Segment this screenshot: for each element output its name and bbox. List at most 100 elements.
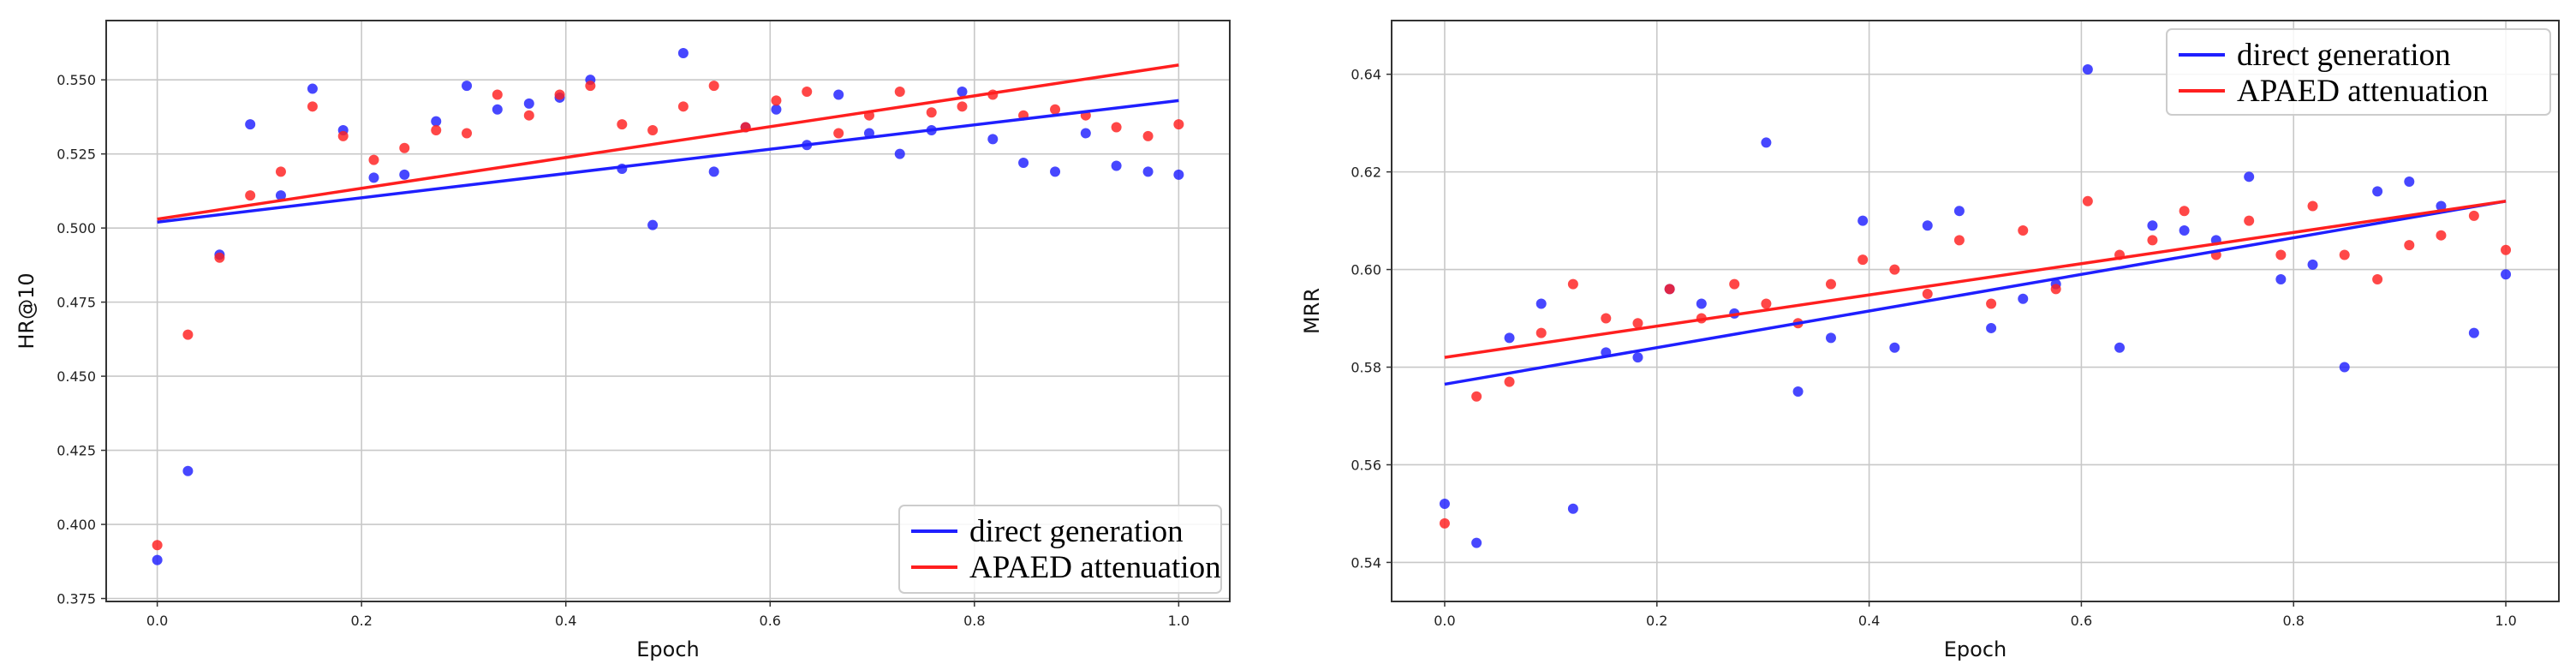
point-direct-generation [1761,137,1772,148]
point-apaed-attenuation [2147,235,2158,246]
y-tick-label: 0.525 [57,147,96,163]
point-direct-generation [399,169,410,180]
point-apaed-attenuation [1632,318,1643,329]
x-tick-label: 0.0 [146,613,168,629]
legend-label-apaed-attenuation: APAED attenuation [969,550,1221,585]
x-tick-label: 0.2 [350,613,372,629]
x-tick-label: 1.0 [1168,613,1190,629]
point-apaed-attenuation [894,87,905,98]
point-apaed-attenuation [307,101,318,112]
point-direct-generation [492,104,503,115]
point-apaed-attenuation [1922,289,1933,300]
point-direct-generation [2307,259,2318,270]
point-direct-generation [1504,332,1515,344]
point-apaed-attenuation [926,107,937,118]
point-direct-generation [1050,166,1061,177]
trend-line-direct-generation [1444,200,2507,386]
y-tick-label: 0.400 [57,517,96,533]
x-tick-label: 0.4 [1858,613,1880,629]
chart-hr10: 0.0 0.2 0.4 0.6 0.8 1.0 0.375 0.400 0.425 0.450 0.… [15,20,1231,661]
trend-line-direct-generation [157,99,1179,224]
point-apaed-attenuation [1567,278,1578,290]
point-direct-generation [957,87,968,98]
point-apaed-attenuation [833,128,844,139]
y-axis-label-mrr: MRR [1300,288,1324,334]
point-direct-generation [2082,63,2093,75]
point-direct-generation [647,219,659,230]
point-apaed-attenuation [1825,278,1836,290]
point-apaed-attenuation [802,87,813,98]
point-apaed-attenuation [1761,298,1772,309]
plot-frame-hr10 [105,20,1231,602]
y-tick-label: 0.475 [57,295,96,311]
point-direct-generation [2244,171,2255,182]
point-direct-generation [182,465,194,476]
point-direct-generation [1439,499,1450,510]
y-tick-label: 0.425 [57,443,96,459]
y-tick-label: 0.64 [1351,67,1381,83]
point-direct-generation [1080,128,1091,139]
point-direct-generation [275,190,286,201]
point-direct-generation [245,119,256,130]
point-apaed-attenuation [245,190,256,201]
legend-label-apaed-attenuation: APAED attenuation [2237,74,2489,109]
point-direct-generation [1696,298,1707,309]
point-apaed-attenuation [1535,327,1547,338]
y-tick-label: 0.62 [1351,165,1381,181]
point-direct-generation [1986,322,1997,333]
legend-label-direct-generation: direct generation [2237,38,2451,73]
point-apaed-attenuation [152,540,163,551]
point-direct-generation [1922,220,1933,231]
point-direct-generation [307,83,318,94]
point-apaed-attenuation [2372,273,2383,284]
x-tick-label: 0.4 [555,613,576,629]
point-apaed-attenuation [1729,278,1740,290]
legend-label-direct-generation: direct generation [969,514,1184,549]
point-apaed-attenuation [523,110,534,121]
point-direct-generation [2114,342,2126,353]
legend-mrr: direct generation APAED attenuation [2166,28,2551,116]
point-apaed-attenuation [1173,119,1184,130]
point-apaed-attenuation [1664,284,1675,295]
point-direct-generation [1173,169,1184,180]
point-direct-generation [833,89,844,100]
point-direct-generation [1111,160,1122,171]
y-tick-label: 0.56 [1351,457,1381,473]
point-direct-generation [1792,386,1804,398]
plot-frame-mrr [1391,20,2560,602]
x-tick-label: 1.0 [2495,613,2516,629]
x-tick-label: 0.8 [963,613,985,629]
point-apaed-attenuation [337,130,349,141]
point-apaed-attenuation [462,128,473,139]
point-apaed-attenuation [1439,517,1450,529]
point-apaed-attenuation [677,101,689,112]
point-apaed-attenuation [2244,215,2255,226]
point-apaed-attenuation [1504,376,1515,387]
point-apaed-attenuation [399,142,410,153]
point-apaed-attenuation [1601,313,1612,324]
x-tick-label: 0.6 [760,613,781,629]
point-apaed-attenuation [368,154,379,165]
point-apaed-attenuation [1142,130,1154,141]
point-direct-generation [987,134,999,145]
point-direct-generation [1857,215,1869,226]
point-direct-generation [2436,200,2447,212]
point-direct-generation [152,554,163,565]
point-apaed-attenuation [617,119,628,130]
point-direct-generation [1535,298,1547,309]
point-direct-generation [708,166,719,177]
point-direct-generation [1632,352,1643,363]
trend-line-apaed-attenuation [157,63,1179,221]
point-apaed-attenuation [554,89,565,100]
point-apaed-attenuation [957,101,968,112]
point-apaed-attenuation [182,329,194,340]
point-apaed-attenuation [1111,122,1122,133]
point-direct-generation [2179,224,2190,236]
y-axis-label-hr10: HR@10 [15,272,39,349]
point-direct-generation [2372,186,2383,197]
x-axis-label-mrr: Epoch [1944,637,2007,661]
point-apaed-attenuation [1889,264,1900,275]
point-direct-generation [2018,293,2029,304]
point-apaed-attenuation [2050,284,2061,295]
